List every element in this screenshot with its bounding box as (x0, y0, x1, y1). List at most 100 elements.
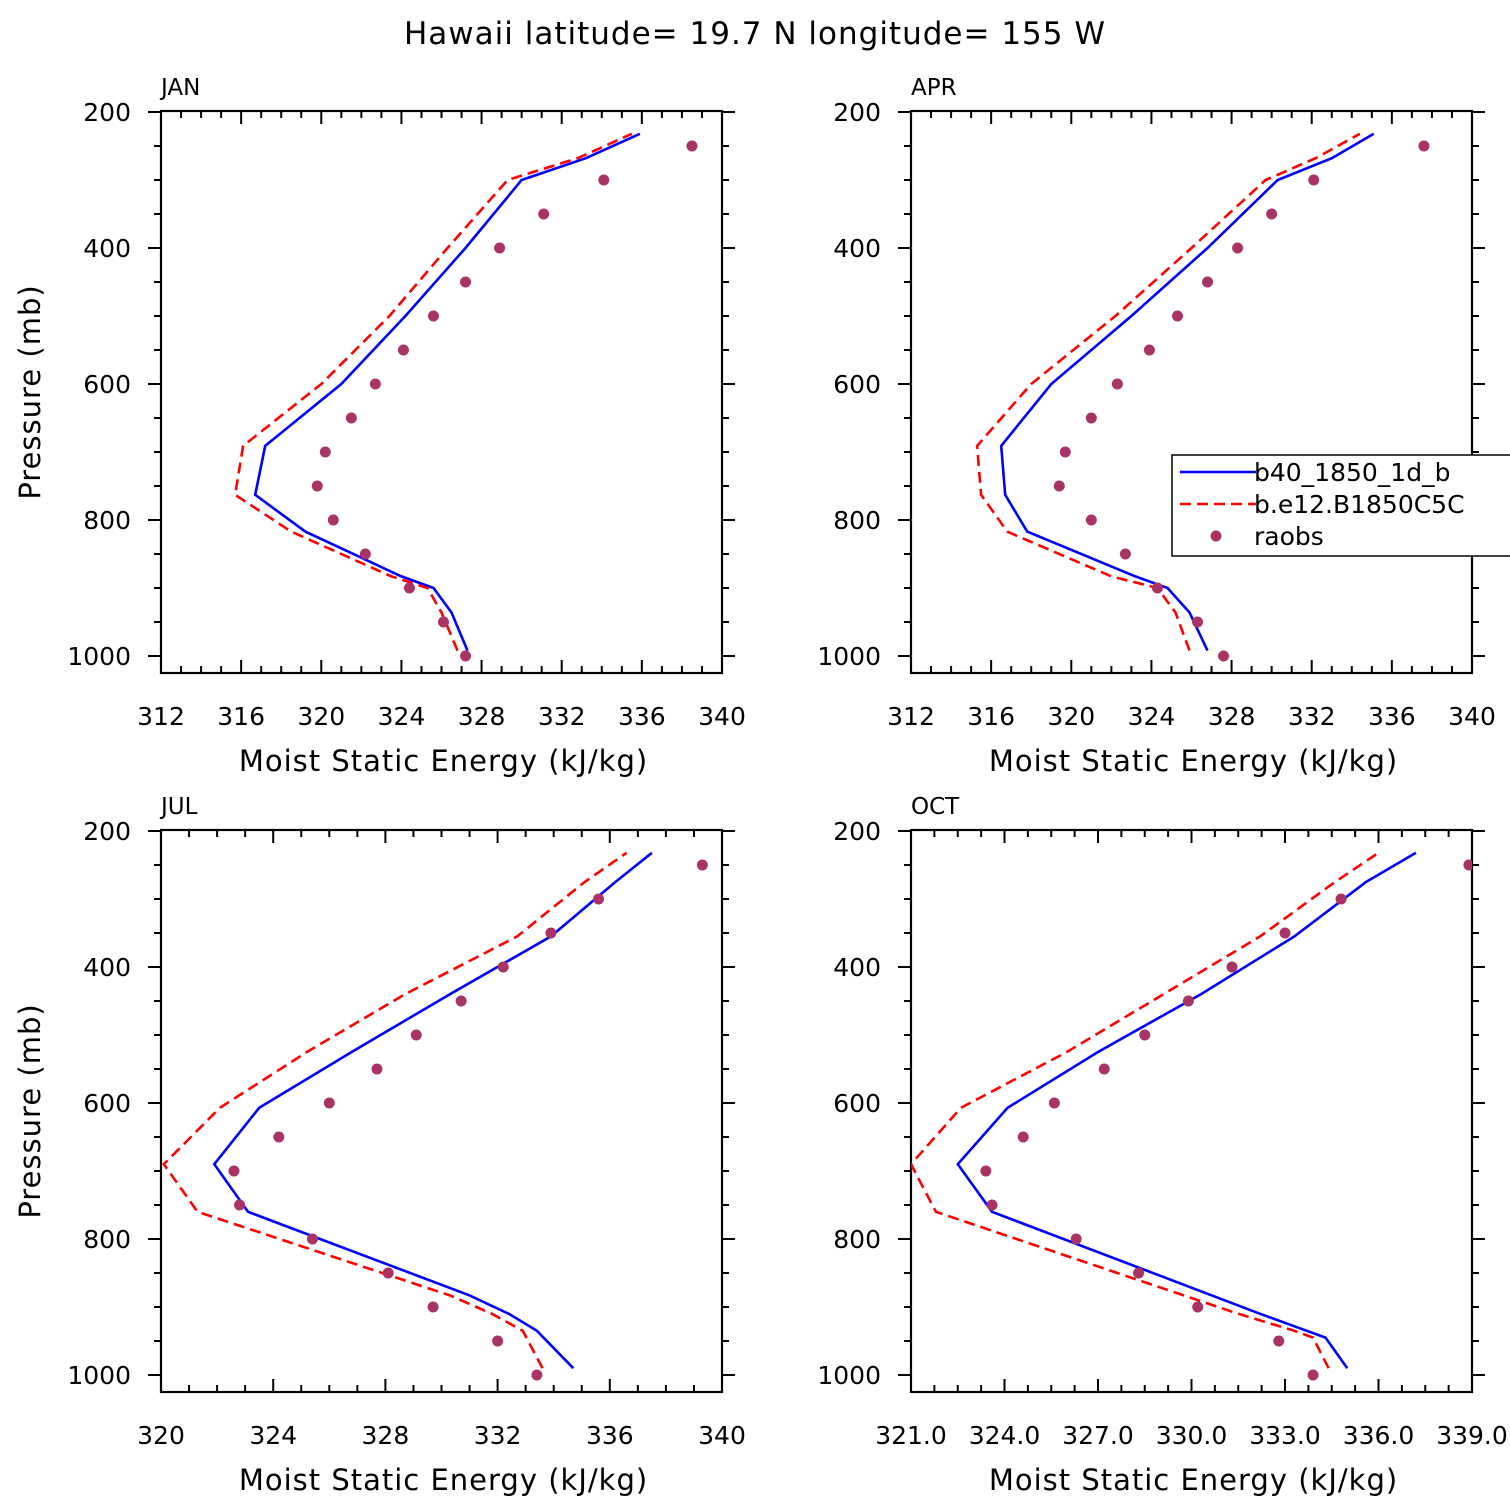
raobs-point (438, 616, 450, 628)
y-tick-label: 200 (833, 817, 881, 846)
x-tick-label: 327.0 (1062, 1421, 1134, 1450)
y-tick-label: 600 (833, 1089, 881, 1118)
x-tick-label: 332 (1288, 702, 1336, 731)
x-tick-label: 312 (137, 702, 185, 731)
y-tick-label: 600 (83, 370, 131, 399)
raobs-point (686, 140, 698, 152)
y-tick-label: 200 (83, 817, 131, 846)
x-tick-label: 324 (378, 702, 426, 731)
x-tick-label: 340 (698, 1421, 746, 1450)
x-tick-label: 336 (1368, 702, 1416, 731)
plot-frame (909, 828, 1474, 1394)
raobs-point (1133, 1267, 1145, 1279)
raobs-point (1048, 1097, 1060, 1109)
panel-jul: JUL 320 324 328 332 336 340 200 400 600 800 1000 Moi… (13, 794, 746, 1497)
legend-entry: b40_1850_1d_b (1254, 458, 1450, 487)
y-tick-label: 400 (83, 234, 131, 263)
raobs-point (538, 208, 550, 220)
figure-title: Hawaii latitude= 19.7 N longitude= 155 W (404, 16, 1106, 52)
raobs-point (410, 1029, 422, 1041)
raobs-point (1139, 1029, 1151, 1041)
x-axis-label: Moist Static Energy (kJ/kg) (989, 744, 1398, 778)
plot-frame (909, 109, 1474, 675)
raobs-point (1053, 480, 1065, 492)
legend: b40_1850_1d_b b.e12.B1850C5C raobs (1171, 454, 1510, 557)
panel-label: APR (911, 75, 957, 101)
x-tick-label: 328 (458, 702, 506, 731)
raobs-point (369, 378, 381, 390)
series-line-1 (212, 851, 653, 1370)
x-tick-label: 321.0 (875, 1421, 947, 1450)
panel-jan: JAN 312 316 320 324 328 332 336 340 200 400 600 800 1… (13, 75, 746, 778)
series-line-2 (911, 851, 1380, 1369)
raobs-point (1463, 859, 1472, 871)
y-tick-label: 800 (833, 1225, 881, 1254)
x-axis-label: Moist Static Energy (kJ/kg) (989, 1463, 1398, 1497)
raobs-point (1070, 1233, 1082, 1245)
x-tick-label: 324 (1128, 702, 1176, 731)
series-line-2 (975, 132, 1361, 652)
panel-label: JAN (159, 75, 200, 101)
raobs-point (598, 174, 610, 186)
raobs-point (1059, 446, 1071, 458)
y-tick-label: 200 (83, 98, 131, 127)
y-tick-label: 400 (833, 953, 881, 982)
raobs-point (1226, 961, 1238, 973)
raobs-point (460, 650, 472, 662)
x-tick-label: 320 (1047, 702, 1095, 731)
raobs-point (397, 344, 409, 356)
y-tick-label: 200 (833, 98, 881, 127)
x-tick-label: 339.0 (1436, 1421, 1508, 1450)
y-axis-label: Pressure (mb) (13, 284, 47, 499)
series-line-1 (956, 851, 1417, 1369)
raobs-point (359, 548, 371, 560)
x-tick-label: 332 (474, 1421, 522, 1450)
x-tick-label: 324.0 (969, 1421, 1041, 1450)
x-tick-label: 336 (618, 702, 666, 731)
y-tick-label: 600 (83, 1089, 131, 1118)
raobs-point (319, 446, 331, 458)
series-line-2 (162, 851, 628, 1369)
y-tick-label: 1000 (817, 1361, 881, 1390)
raobs-point (1202, 276, 1214, 288)
panel-oct: OCT 321.0 324.0 327.0 330.0 333.0 336.0 339.0 20… (817, 794, 1507, 1497)
raobs-point (460, 276, 472, 288)
raobs-point (696, 859, 708, 871)
raobs-point (371, 1063, 383, 1075)
y-tick-label: 1000 (67, 1361, 131, 1390)
raobs-point (311, 480, 323, 492)
x-tick-label: 336 (586, 1421, 634, 1450)
raobs-point (327, 514, 339, 526)
y-tick-label: 800 (83, 506, 131, 535)
raobs-point (1171, 310, 1183, 322)
x-axis-label: Moist Static Energy (kJ/kg) (239, 744, 648, 778)
raobs-point (492, 1335, 504, 1347)
y-tick-label: 400 (83, 953, 131, 982)
x-tick-label: 332 (538, 702, 586, 731)
raobs-point (427, 310, 439, 322)
legend-entry: b.e12.B1850C5C (1254, 490, 1465, 519)
plot-frame (159, 828, 724, 1394)
x-tick-label: 316 (217, 702, 265, 731)
raobs-point (1308, 174, 1320, 186)
raobs-point (1192, 616, 1204, 628)
raobs-point (455, 995, 467, 1007)
legend-entry: raobs (1254, 522, 1324, 551)
raobs-point (1085, 412, 1097, 424)
raobs-point (345, 412, 357, 424)
raobs-point (427, 1301, 439, 1313)
raobs-point (403, 582, 415, 594)
y-tick-label: 800 (833, 506, 881, 535)
y-axis-label: Pressure (mb) (13, 1003, 47, 1218)
raobs-point (494, 242, 506, 254)
series-line-1 (999, 132, 1375, 652)
series-line-1 (253, 132, 641, 652)
raobs-point (1273, 1335, 1285, 1347)
raobs-point (306, 1233, 318, 1245)
raobs-point (1232, 242, 1244, 254)
panel-apr: APR 312 316 320 324 328 332 336 340 200 400 600 800 1… (817, 75, 1510, 778)
raobs-point (1218, 650, 1230, 662)
y-tick-label: 600 (833, 370, 881, 399)
y-tick-label: 400 (833, 234, 881, 263)
series-line-2 (233, 132, 633, 652)
